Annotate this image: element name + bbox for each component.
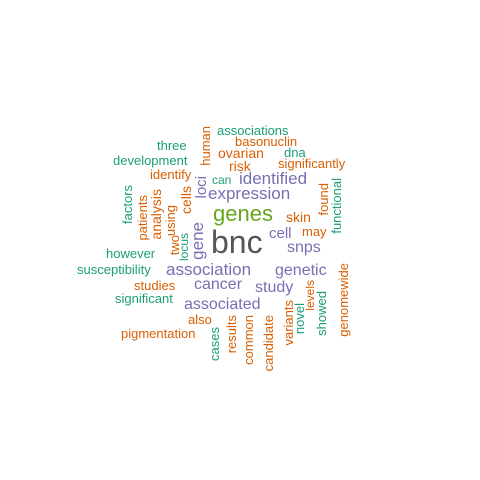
- word-candidate: candidate: [261, 315, 276, 372]
- word-identify: identify: [150, 167, 192, 182]
- word-factors: factors: [120, 185, 135, 225]
- word-bnc: bnc: [211, 224, 263, 260]
- word-development: development: [113, 153, 188, 168]
- word-expression: expression: [208, 184, 291, 203]
- word-human: human: [198, 126, 213, 166]
- word-association: association: [166, 260, 252, 279]
- word-genes: genes: [213, 201, 273, 226]
- word-also: also: [188, 312, 212, 327]
- word-cell: cell: [269, 225, 292, 242]
- word-study: study: [255, 279, 294, 296]
- word-identified: identified: [239, 169, 308, 188]
- word-genomewide: genomewide: [336, 263, 351, 337]
- word-loci: loci: [193, 176, 210, 199]
- word-snps: snps: [287, 239, 321, 256]
- word-pigmentation: pigmentation: [121, 326, 196, 341]
- word-can: can: [212, 173, 232, 187]
- word-three: three: [157, 138, 187, 153]
- word-showed: showed: [314, 291, 329, 336]
- word-common: common: [241, 315, 256, 365]
- word-associations: associations: [217, 123, 289, 138]
- word-associated: associated: [184, 296, 261, 313]
- word-analysis: analysis: [148, 189, 164, 240]
- word-cancer: cancer: [194, 276, 243, 293]
- word-functional: functional: [329, 178, 344, 234]
- word-patients: patients: [135, 195, 150, 241]
- word-ovarian: ovarian: [218, 145, 264, 161]
- word-susceptibility: susceptibility: [77, 262, 151, 277]
- word-locus: locus: [177, 233, 191, 262]
- word-genetic: genetic: [275, 262, 327, 279]
- word-cells: cells: [178, 186, 194, 215]
- word-gene: gene: [188, 222, 207, 260]
- word-risk: risk: [229, 158, 251, 174]
- word-studies: studies: [134, 278, 176, 293]
- word-using: using: [163, 205, 178, 237]
- word-cases: cases: [207, 327, 222, 361]
- word-results: results: [224, 315, 239, 354]
- word-dna: dna: [284, 145, 306, 160]
- word-novel: novel: [292, 303, 307, 335]
- word-however: however: [106, 246, 156, 261]
- word-significantly: significantly: [278, 156, 346, 171]
- word-basonuclin: basonuclin: [235, 134, 298, 149]
- word-significant: significant: [115, 291, 173, 306]
- word-skin: skin: [286, 209, 311, 225]
- word-may: may: [302, 224, 327, 239]
